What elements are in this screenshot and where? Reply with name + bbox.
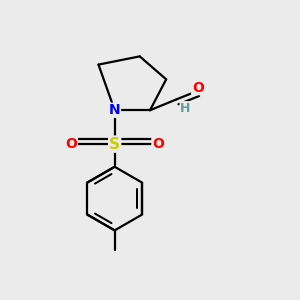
Text: O: O bbox=[65, 137, 77, 151]
Text: S: S bbox=[109, 136, 120, 152]
Text: H: H bbox=[180, 102, 190, 115]
Text: O: O bbox=[152, 137, 164, 151]
Text: N: N bbox=[109, 103, 121, 117]
Text: O: O bbox=[192, 81, 204, 94]
